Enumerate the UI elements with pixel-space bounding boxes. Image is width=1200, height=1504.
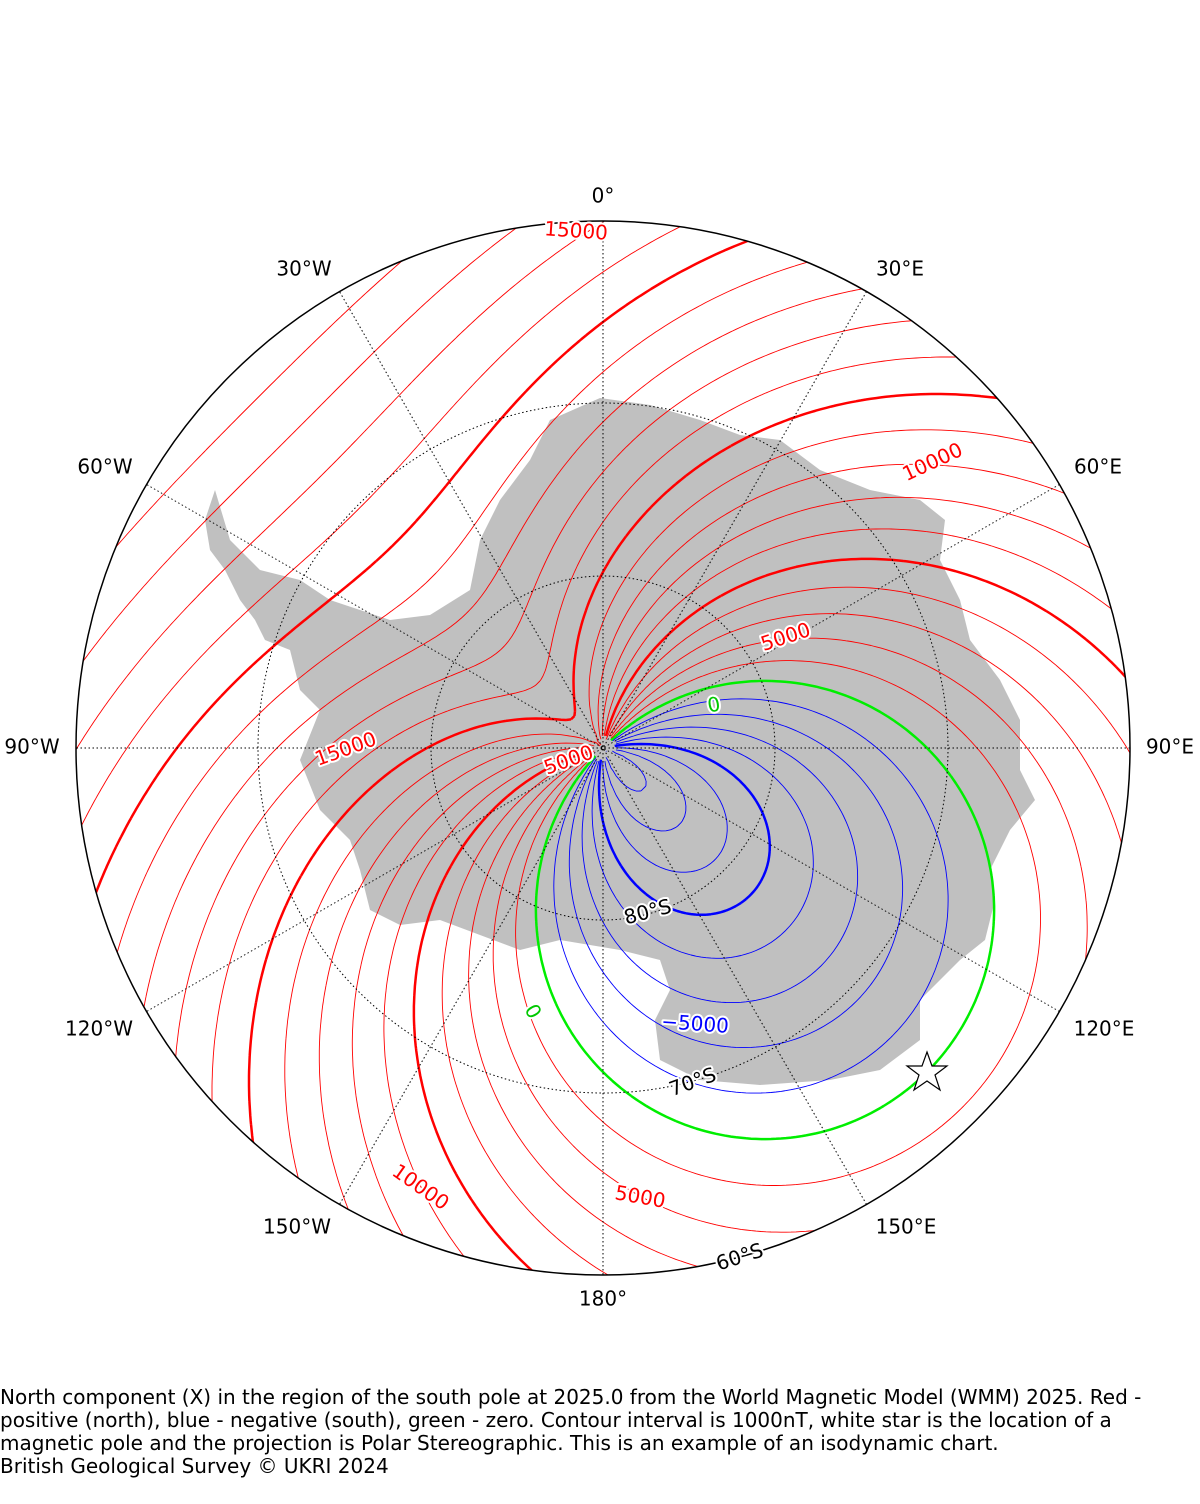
longitude-label: 120°W bbox=[65, 1017, 133, 1041]
contour-label: 10000 bbox=[388, 1159, 454, 1215]
longitude-label: 30°W bbox=[276, 257, 331, 281]
latitude-label: 60°S bbox=[713, 1238, 766, 1276]
contour-label: 0 bbox=[520, 1000, 547, 1023]
longitude-label: 120°E bbox=[1074, 1017, 1135, 1041]
longitude-label: 180° bbox=[579, 1287, 627, 1311]
longitude-label: 90°E bbox=[1146, 735, 1194, 759]
contour-label: 5000 bbox=[613, 1180, 667, 1212]
contour-label: 15000 bbox=[544, 216, 609, 244]
contour-label: −5000 bbox=[661, 1009, 730, 1038]
longitude-label: 150°E bbox=[876, 1215, 937, 1239]
caption-line: magnetic pole and the projection is Pola… bbox=[0, 1431, 999, 1455]
longitude-label: 150°W bbox=[263, 1215, 331, 1239]
longitude-label: 30°E bbox=[876, 257, 924, 281]
longitude-label: 60°E bbox=[1074, 455, 1122, 479]
contour-line bbox=[71, 216, 381, 526]
latitude-label: 70°S bbox=[666, 1062, 719, 1101]
longitude-label: 60°W bbox=[77, 455, 132, 479]
caption-line: British Geological Survey © UKRI 2024 bbox=[0, 1454, 389, 1478]
longitude-label: 0° bbox=[592, 184, 615, 208]
caption-line: positive (north), blue - negative (south… bbox=[0, 1408, 1112, 1432]
contour-line bbox=[71, 216, 457, 602]
caption-line: North component (X) in the region of the… bbox=[0, 1385, 1141, 1409]
longitude-label: 90°W bbox=[4, 735, 59, 759]
contour-label: 10000 bbox=[898, 437, 966, 486]
